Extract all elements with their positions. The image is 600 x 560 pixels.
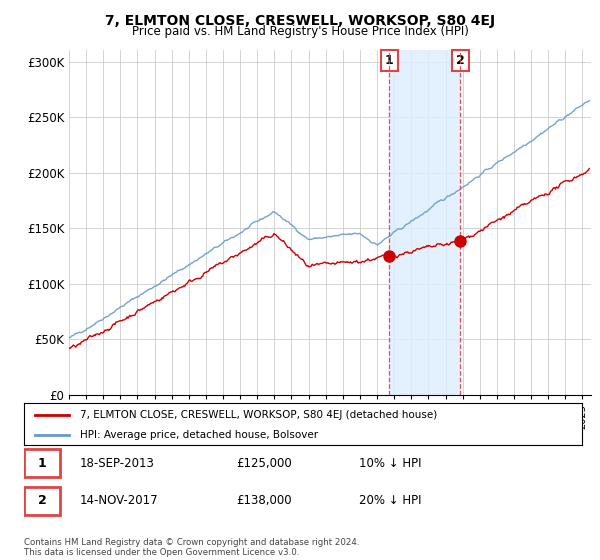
- Text: 20% ↓ HPI: 20% ↓ HPI: [359, 494, 421, 507]
- Text: 1: 1: [38, 457, 47, 470]
- Text: 1: 1: [385, 54, 394, 67]
- FancyBboxPatch shape: [24, 449, 60, 477]
- Text: 7, ELMTON CLOSE, CRESWELL, WORKSOP, S80 4EJ: 7, ELMTON CLOSE, CRESWELL, WORKSOP, S80 …: [105, 14, 495, 28]
- Text: 18-SEP-2013: 18-SEP-2013: [80, 457, 155, 470]
- Text: 14-NOV-2017: 14-NOV-2017: [80, 494, 158, 507]
- Text: £125,000: £125,000: [236, 457, 292, 470]
- Text: 2: 2: [456, 54, 465, 67]
- Text: 7, ELMTON CLOSE, CRESWELL, WORKSOP, S80 4EJ (detached house): 7, ELMTON CLOSE, CRESWELL, WORKSOP, S80 …: [80, 410, 437, 420]
- Text: 2: 2: [38, 494, 47, 507]
- Text: £138,000: £138,000: [236, 494, 292, 507]
- Text: 10% ↓ HPI: 10% ↓ HPI: [359, 457, 421, 470]
- Text: Contains HM Land Registry data © Crown copyright and database right 2024.
This d: Contains HM Land Registry data © Crown c…: [24, 538, 359, 557]
- Bar: [389, 50, 460, 395]
- Text: HPI: Average price, detached house, Bolsover: HPI: Average price, detached house, Bols…: [80, 430, 318, 440]
- Text: Price paid vs. HM Land Registry's House Price Index (HPI): Price paid vs. HM Land Registry's House …: [131, 25, 469, 38]
- FancyBboxPatch shape: [24, 487, 60, 515]
